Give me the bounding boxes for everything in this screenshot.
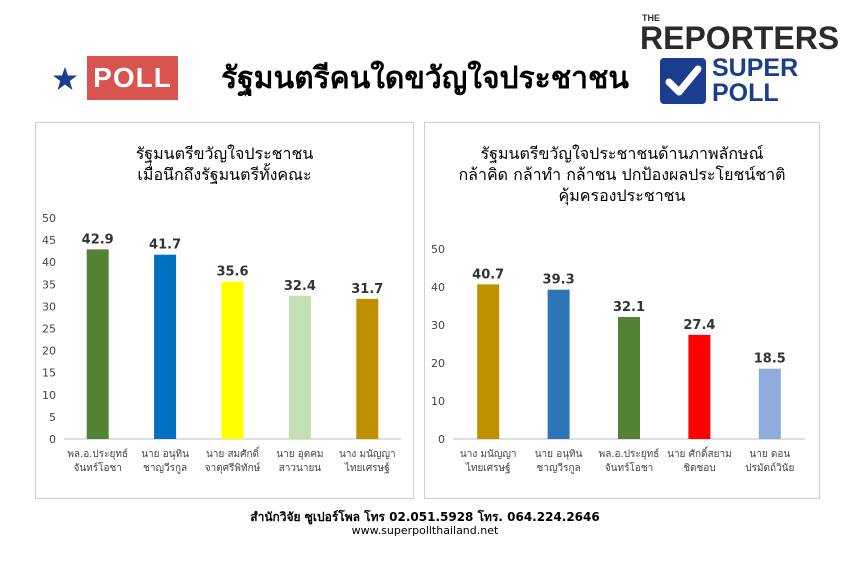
x-tick-label: นาย อนุทิน (535, 449, 583, 460)
y-tick-label: 10 (431, 395, 445, 408)
y-tick-label: 15 (42, 367, 56, 380)
x-tick-label: ไทยเศรษฐ์ (465, 462, 511, 474)
y-tick-label: 35 (42, 278, 56, 291)
y-tick-label: 10 (42, 389, 56, 402)
logo-reporters-text: REPORTERS (640, 20, 840, 56)
x-tick-label: นาง มนัญญา (339, 449, 396, 460)
chart-panel-all-ministers: รัฐมนตรีขวัญใจประชาชน เมื่อนึกถึงรัฐมนตร… (35, 122, 414, 499)
data-label: 40.7 (472, 267, 504, 282)
data-label: 41.7 (149, 238, 181, 253)
x-tick-label: ปรมัตถ์วินัย (745, 462, 794, 474)
data-label: 42.9 (82, 232, 114, 247)
chart-panel-image: รัฐมนตรีขวัญใจประชาชนด้านภาพลักษณ์ กล้าค… (424, 122, 820, 499)
y-tick-label: 50 (42, 212, 56, 225)
bar (547, 289, 570, 439)
y-tick-label: 30 (42, 300, 56, 313)
y-tick-label: 40 (431, 281, 445, 294)
chart-title: รัฐมนตรีขวัญใจประชาชน เมื่อนึกถึงรัฐมนตร… (36, 143, 413, 185)
x-tick-label: นาย อุดคม (276, 449, 323, 460)
bar (221, 281, 244, 439)
bar (86, 249, 109, 439)
logo-poll-text: POLL (712, 79, 779, 107)
x-tick-label: ชาญวีรกูล (143, 462, 187, 474)
y-tick-label: 40 (42, 256, 56, 269)
x-tick-label: ชิดชอบ (683, 463, 715, 474)
chart-title-line-1: รัฐมนตรีขวัญใจประชาชน (135, 144, 314, 163)
super-poll-logo: SUPER POLL (660, 56, 810, 108)
bar (288, 295, 311, 439)
chart-title-line-2: กล้าคิด กล้าทำ กล้าชน ปกป้องผลประโยชน์ชา… (458, 165, 786, 184)
x-tick-label: สาวนายน (279, 463, 322, 474)
data-label: 32.4 (284, 279, 316, 294)
x-tick-label: จันทร์โอชา (605, 461, 653, 474)
chart-title: รัฐมนตรีขวัญใจประชาชนด้านภาพลักษณ์ กล้าค… (425, 143, 819, 206)
y-tick-label: 45 (42, 234, 56, 247)
bar (356, 298, 379, 439)
data-label: 31.7 (351, 282, 383, 297)
star-icon (53, 67, 77, 90)
data-label: 35.6 (216, 265, 248, 280)
reporters-logo: THE REPORTERS (640, 6, 845, 56)
bar (477, 284, 500, 439)
chart-title-line-1: รัฐมนตรีขวัญใจประชาชนด้านภาพลักษณ์ (480, 144, 764, 163)
x-tick-label: นาง มนัญญา (460, 449, 517, 460)
logo-super-text: SUPER (712, 54, 799, 82)
y-tick-label: 0 (49, 433, 56, 446)
bar (758, 368, 781, 439)
bar (688, 334, 711, 439)
x-tick-label: พล.อ.ประยุทธ์ (599, 448, 660, 460)
y-tick-label: 50 (431, 243, 445, 256)
bar (154, 254, 177, 439)
data-label: 32.1 (613, 300, 645, 315)
chart-title-line-3: คุ้มครองประชาชน (558, 186, 686, 205)
page-title: รัฐมนตรีคนใดขวัญใจประชาชน (221, 60, 629, 96)
x-tick-label: นาย อนุทิน (141, 449, 189, 460)
footer-contact: สำนักวิจัย ซูเปอร์โพล โทร 02.051.5928 โท… (250, 510, 600, 524)
footer-website: www.superpollthailand.net (351, 524, 499, 537)
y-tick-label: 20 (42, 345, 56, 358)
x-tick-label: นาย ศักดิ์สยาม (667, 446, 732, 460)
y-tick-label: 30 (431, 319, 445, 332)
bar-chart-all-ministers: 0 5 10 15 20 25 30 35 40 45 50 42.9 พล.อ.ประยุทธ์จัน… (42, 212, 401, 474)
data-label: 39.3 (543, 273, 575, 288)
data-label: 18.5 (754, 352, 786, 367)
x-tick-label: จาตุศรีพิทักษ์ (205, 462, 261, 474)
logo-the-text: THE (642, 13, 660, 23)
y-tick-label: 0 (438, 433, 445, 446)
x-tick-label: พล.อ.ประยุทธ์ (67, 448, 128, 460)
y-tick-label: 20 (431, 357, 445, 370)
chart-title-line-2: เมื่อนึกถึงรัฐมนตรีทั้งคณะ (137, 165, 312, 184)
x-tick-label: จันทร์โอชา (73, 461, 121, 474)
bar (618, 317, 640, 439)
checkmark-icon (660, 58, 706, 104)
poll-badge: POLL (87, 56, 178, 100)
x-tick-label: นาย สมศักดิ์ (206, 446, 261, 460)
x-tick-label: ไทยเศรษฐ์ (344, 462, 390, 474)
x-tick-label: นาย ดอน (749, 449, 790, 460)
y-tick-label: 5 (49, 411, 56, 424)
y-tick-label: 25 (42, 323, 56, 336)
data-label: 27.4 (683, 318, 715, 333)
x-tick-label: ชาญวีรกูล (537, 462, 581, 474)
